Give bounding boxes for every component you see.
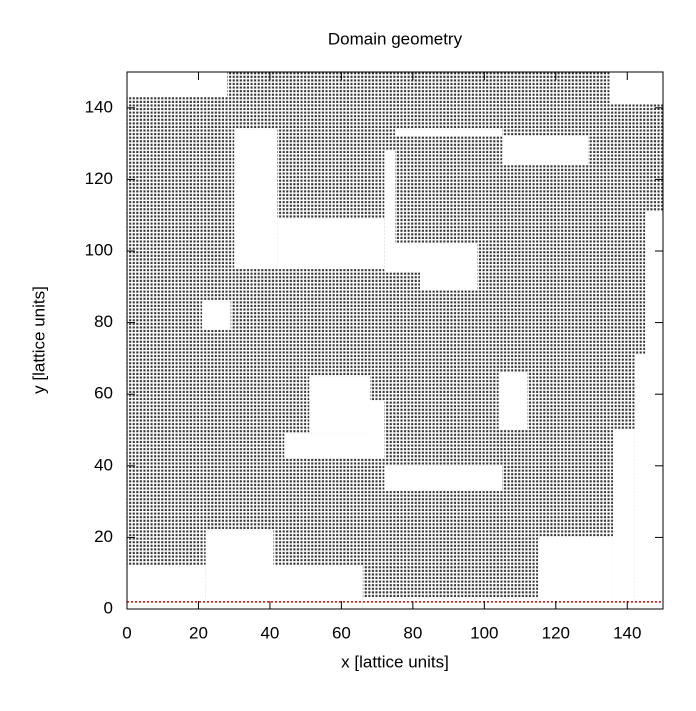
y-tick-label: 100 xyxy=(85,240,113,259)
void-region xyxy=(369,401,385,459)
y-tick-label: 20 xyxy=(94,527,113,546)
void-region xyxy=(420,272,478,291)
y-tick-label: 140 xyxy=(85,97,113,116)
void-region xyxy=(284,433,385,459)
void-region xyxy=(127,72,228,98)
void-region xyxy=(498,372,528,430)
void-region xyxy=(234,129,278,269)
y-axis-label: y [lattice units] xyxy=(29,286,48,394)
y-tick-label: 40 xyxy=(94,455,113,474)
y-tick-label: 120 xyxy=(85,169,113,188)
void-region xyxy=(384,150,395,244)
void-region xyxy=(634,354,663,609)
x-tick-label: 40 xyxy=(260,623,279,642)
void-region xyxy=(277,218,385,269)
void-region xyxy=(202,301,231,330)
x-tick-label: 100 xyxy=(470,623,498,642)
void-region xyxy=(645,211,663,355)
void-region xyxy=(205,530,274,609)
void-region xyxy=(609,72,663,105)
void-region xyxy=(384,465,503,491)
void-region xyxy=(502,136,588,166)
y-tick-label: 0 xyxy=(104,598,113,617)
chart-title: Domain geometry xyxy=(328,29,463,48)
void-region xyxy=(273,566,363,609)
void-region xyxy=(309,376,370,434)
x-tick-label: 140 xyxy=(613,623,641,642)
void-region xyxy=(395,129,503,137)
void-region xyxy=(384,243,478,273)
x-tick-label: 60 xyxy=(332,623,351,642)
y-tick-label: 60 xyxy=(94,384,113,403)
void-region xyxy=(362,598,538,609)
y-tick-label: 80 xyxy=(94,312,113,331)
void-region xyxy=(612,430,635,609)
void-region xyxy=(127,566,206,609)
x-tick-label: 120 xyxy=(542,623,570,642)
x-tick-label: 0 xyxy=(122,623,131,642)
void-region xyxy=(537,537,613,609)
plot-frame xyxy=(126,71,664,610)
x-tick-label: 20 xyxy=(189,623,208,642)
x-axis-label: x [lattice units] xyxy=(341,652,449,671)
x-tick-label: 80 xyxy=(403,623,422,642)
